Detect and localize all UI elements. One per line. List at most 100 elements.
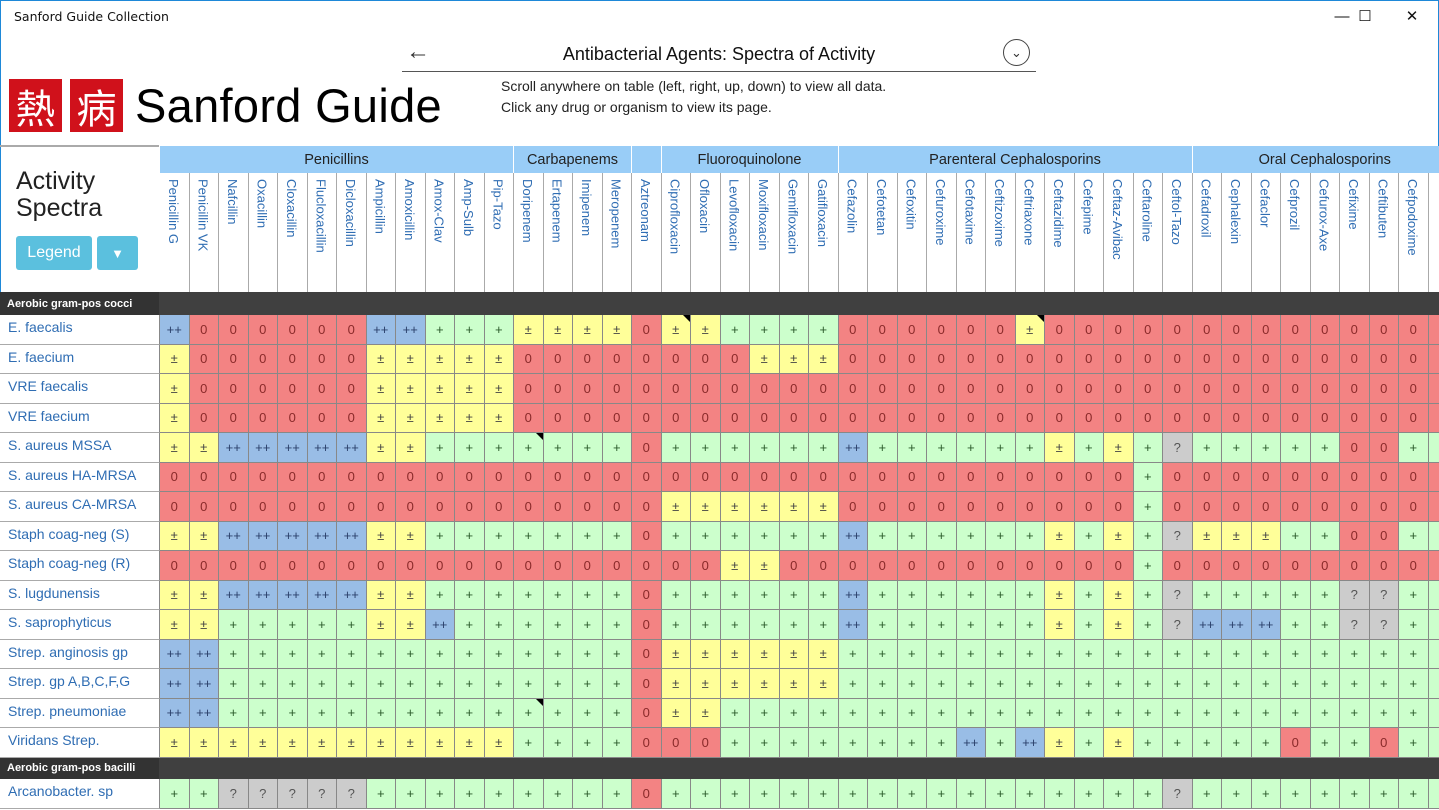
- activity-cell[interactable]: 0: [1340, 344, 1370, 374]
- activity-cell[interactable]: 0: [868, 374, 898, 404]
- activity-cell[interactable]: +: [691, 521, 721, 551]
- activity-cell[interactable]: ±: [720, 551, 750, 581]
- activity-cell[interactable]: 0: [602, 403, 632, 433]
- organism-link[interactable]: S. aureus MSSA: [0, 433, 160, 463]
- activity-cell[interactable]: +: [484, 610, 514, 640]
- activity-cell[interactable]: +: [691, 610, 721, 640]
- activity-cell[interactable]: 0: [661, 344, 691, 374]
- activity-cell[interactable]: 0: [927, 315, 957, 345]
- activity-cell[interactable]: +: [986, 779, 1016, 809]
- activity-cell[interactable]: 0: [337, 462, 367, 492]
- activity-cell[interactable]: +: [1310, 521, 1340, 551]
- activity-cell[interactable]: ++: [160, 698, 190, 728]
- activity-cell[interactable]: +: [573, 698, 603, 728]
- activity-cell-partial[interactable]: [1428, 433, 1439, 463]
- activity-cell[interactable]: 0: [1251, 403, 1281, 433]
- activity-cell[interactable]: +: [720, 610, 750, 640]
- activity-cell[interactable]: 0: [1045, 551, 1075, 581]
- activity-cell[interactable]: 0: [1222, 374, 1252, 404]
- activity-cell[interactable]: +: [956, 433, 986, 463]
- drug-header[interactable]: Gatifloxacin: [809, 173, 839, 292]
- drug-header[interactable]: Cefuroxime: [927, 173, 957, 292]
- activity-cell[interactable]: 0: [956, 492, 986, 522]
- activity-cell[interactable]: +: [366, 698, 396, 728]
- activity-cell[interactable]: +: [1192, 728, 1222, 758]
- activity-cell[interactable]: ?: [1163, 610, 1193, 640]
- activity-cell[interactable]: +: [927, 580, 957, 610]
- activity-cell[interactable]: ++: [956, 728, 986, 758]
- activity-cell[interactable]: ±: [160, 403, 190, 433]
- activity-cell[interactable]: 0: [1310, 492, 1340, 522]
- activity-cell[interactable]: +: [1133, 492, 1163, 522]
- activity-cell[interactable]: +: [1133, 580, 1163, 610]
- activity-cell[interactable]: ++: [219, 433, 249, 463]
- activity-cell[interactable]: +: [720, 315, 750, 345]
- activity-cell[interactable]: ±: [484, 728, 514, 758]
- activity-cell[interactable]: 0: [1015, 344, 1045, 374]
- activity-cell[interactable]: 0: [1281, 374, 1311, 404]
- activity-cell[interactable]: 0: [1133, 315, 1163, 345]
- activity-cell[interactable]: +: [1104, 669, 1134, 699]
- activity-cell[interactable]: 0: [573, 403, 603, 433]
- activity-cell[interactable]: +: [1281, 698, 1311, 728]
- activity-cell[interactable]: 0: [278, 315, 308, 345]
- activity-cell[interactable]: +: [307, 669, 337, 699]
- activity-cell[interactable]: 0: [838, 315, 868, 345]
- activity-cell[interactable]: +: [543, 610, 573, 640]
- activity-cell[interactable]: +: [897, 580, 927, 610]
- drug-header[interactable]: Cefepime: [1074, 173, 1104, 292]
- drug-header[interactable]: Pip-Tazo: [484, 173, 514, 292]
- activity-cell[interactable]: +: [661, 610, 691, 640]
- activity-cell[interactable]: ±: [1222, 521, 1252, 551]
- activity-cell[interactable]: +: [602, 728, 632, 758]
- activity-cell[interactable]: +: [1340, 639, 1370, 669]
- activity-cell[interactable]: +: [543, 779, 573, 809]
- activity-cell[interactable]: 0: [219, 315, 249, 345]
- activity-cell-partial[interactable]: [1428, 462, 1439, 492]
- drug-header[interactable]: Cefprozil: [1281, 173, 1311, 292]
- activity-cell[interactable]: 0: [1399, 462, 1429, 492]
- activity-cell[interactable]: 0: [1163, 374, 1193, 404]
- activity-cell[interactable]: 0: [1310, 462, 1340, 492]
- activity-cell[interactable]: +: [1074, 580, 1104, 610]
- activity-cell[interactable]: +: [455, 669, 485, 699]
- activity-cell[interactable]: ++: [1192, 610, 1222, 640]
- activity-cell[interactable]: 0: [868, 462, 898, 492]
- activity-cell[interactable]: +: [1310, 669, 1340, 699]
- activity-cell[interactable]: 0: [278, 403, 308, 433]
- activity-cell[interactable]: +: [986, 580, 1016, 610]
- activity-cell[interactable]: +: [779, 521, 809, 551]
- activity-cell[interactable]: 0: [986, 315, 1016, 345]
- activity-cell[interactable]: +: [602, 610, 632, 640]
- activity-cell[interactable]: ±: [661, 669, 691, 699]
- organism-link[interactable]: Strep. gp A,B,C,F,G: [0, 669, 160, 699]
- activity-cell[interactable]: +: [366, 639, 396, 669]
- activity-cell[interactable]: +: [573, 728, 603, 758]
- activity-cell[interactable]: +: [396, 639, 426, 669]
- activity-cell[interactable]: +: [514, 779, 544, 809]
- activity-cell[interactable]: 0: [1045, 344, 1075, 374]
- organism-link[interactable]: Arcanobacter. sp: [0, 779, 160, 809]
- activity-cell[interactable]: ++: [1015, 728, 1045, 758]
- activity-cell[interactable]: +: [1163, 669, 1193, 699]
- activity-cell[interactable]: +: [1310, 728, 1340, 758]
- activity-cell[interactable]: 0: [1192, 403, 1222, 433]
- activity-cell[interactable]: +: [1222, 669, 1252, 699]
- activity-cell[interactable]: 0: [602, 551, 632, 581]
- activity-cell[interactable]: 0: [543, 462, 573, 492]
- activity-cell[interactable]: 0: [337, 344, 367, 374]
- activity-cell[interactable]: ?: [248, 779, 278, 809]
- activity-cell[interactable]: 0: [514, 551, 544, 581]
- activity-cell[interactable]: ?: [1340, 610, 1370, 640]
- minimize-button[interactable]: —: [1334, 7, 1350, 25]
- activity-cell[interactable]: +: [425, 779, 455, 809]
- activity-cell[interactable]: 0: [366, 551, 396, 581]
- activity-cell[interactable]: 0: [1369, 521, 1399, 551]
- activity-cell[interactable]: +: [1192, 779, 1222, 809]
- activity-cell[interactable]: ±: [661, 492, 691, 522]
- activity-cell-partial[interactable]: [1428, 728, 1439, 758]
- activity-cell[interactable]: +: [337, 639, 367, 669]
- activity-cell[interactable]: +: [1399, 580, 1429, 610]
- activity-cell[interactable]: 0: [189, 315, 219, 345]
- activity-cell[interactable]: +: [1074, 521, 1104, 551]
